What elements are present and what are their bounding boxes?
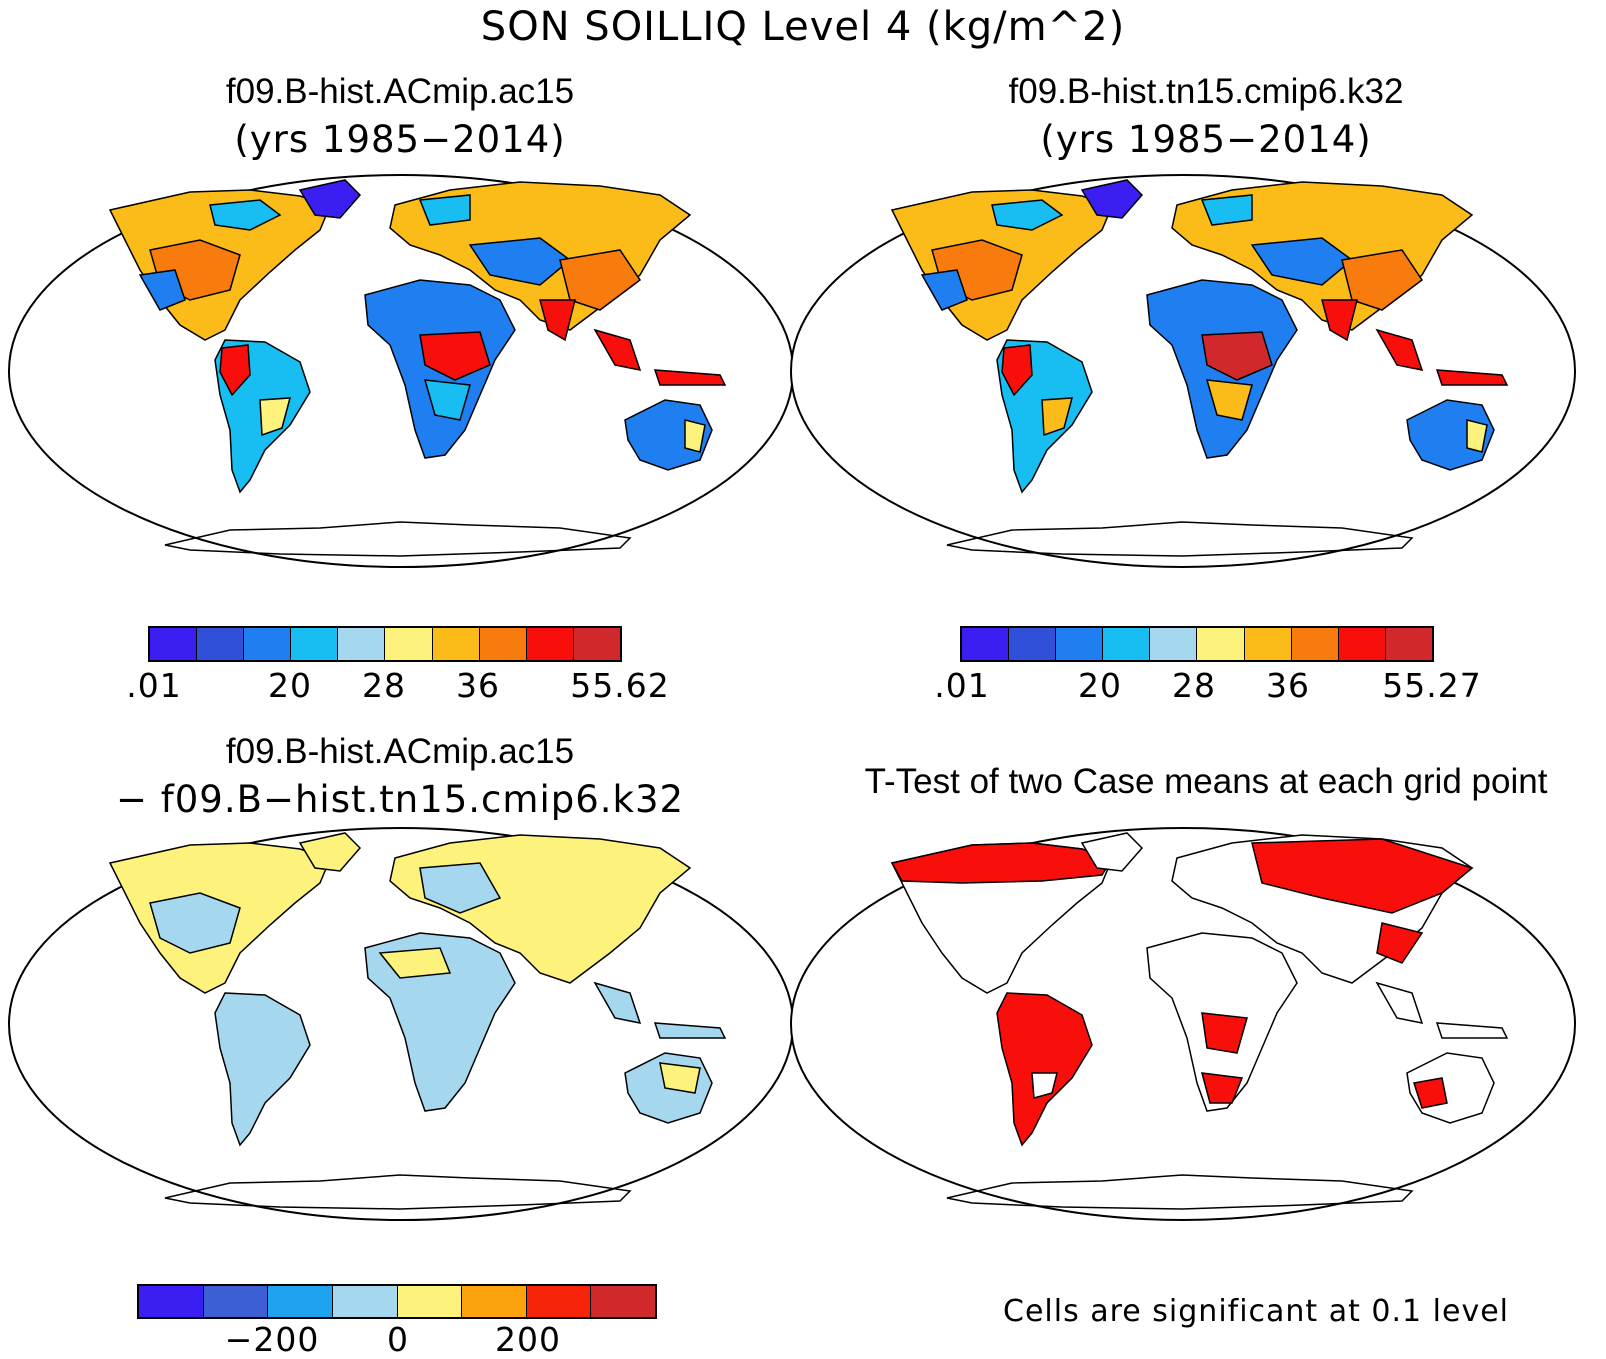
map-panel-bottom-left <box>8 827 794 1221</box>
cb-tr-swatch-9 <box>1385 628 1432 660</box>
cb-tl-swatch-4 <box>338 628 386 660</box>
cb-tr-swatch-4 <box>1150 628 1198 660</box>
cb-bl-swatch-7 <box>591 1286 655 1317</box>
cb-tr-tick-3: 36 <box>1266 666 1310 705</box>
colorbar-top-left <box>148 626 622 662</box>
cb-tr-swatch-3 <box>1103 628 1151 660</box>
land-tl <box>108 179 727 557</box>
cb-tr-swatch-5 <box>1197 628 1245 660</box>
cb-tl-tick-0: .01 <box>126 666 182 705</box>
cb-tl-tick-2: 28 <box>362 666 406 705</box>
land-bl <box>108 832 727 1210</box>
colorbar-bottom-left <box>137 1284 657 1319</box>
cb-tr-swatch-8 <box>1338 628 1386 660</box>
cb-tl-tick-4: 55.62 <box>570 666 670 705</box>
cb-bl-swatch-4 <box>397 1286 463 1317</box>
cb-tl-swatch-9 <box>573 628 620 660</box>
panel-bl-title: f09.B-hist.ACmip.ac15 <box>225 732 575 771</box>
cb-tr-tick-4: 55.27 <box>1382 666 1482 705</box>
cb-tl-swatch-6 <box>432 628 480 660</box>
land-tr <box>890 179 1509 557</box>
cb-bl-tick-0: −200 <box>224 1320 320 1359</box>
cb-tl-swatch-2 <box>244 628 292 660</box>
panel-bl-subtitle: − f09.B−hist.tn15.cmip6.k32 <box>115 778 685 821</box>
cb-tr-tick-2: 28 <box>1172 666 1216 705</box>
panel-br-title: T-Test of two Case means at each grid po… <box>864 762 1548 801</box>
cb-bl-swatch-3 <box>332 1286 398 1317</box>
cb-tl-swatch-7 <box>479 628 527 660</box>
cb-tl-tick-1: 20 <box>268 666 312 705</box>
cb-tl-swatch-1 <box>197 628 245 660</box>
map-panel-top-left <box>8 174 794 568</box>
significance-note: Cells are significant at 0.1 level <box>1003 1294 1510 1329</box>
panel-tr-title: f09.B-hist.tn15.cmip6.k32 <box>1008 72 1404 111</box>
map-panel-bottom-right <box>790 827 1576 1221</box>
panel-tr-subtitle: (yrs 1985−2014) <box>1040 118 1372 161</box>
map-panel-top-right <box>790 174 1576 568</box>
cb-bl-swatch-0 <box>139 1286 204 1317</box>
cb-tl-swatch-8 <box>526 628 574 660</box>
cb-tr-tick-0: .01 <box>934 666 990 705</box>
cb-bl-swatch-2 <box>268 1286 333 1317</box>
colorbar-top-right <box>960 626 1434 662</box>
cb-tr-tick-1: 20 <box>1078 666 1122 705</box>
land-br <box>890 832 1509 1210</box>
cb-tl-swatch-3 <box>291 628 339 660</box>
cb-tr-swatch-0 <box>962 628 1010 660</box>
cb-tr-swatch-6 <box>1244 628 1292 660</box>
cb-bl-tick-1: 0 <box>387 1320 409 1359</box>
cb-bl-swatch-6 <box>526 1286 592 1317</box>
cb-bl-swatch-1 <box>203 1286 269 1317</box>
cb-tr-swatch-1 <box>1009 628 1057 660</box>
panel-tl-subtitle: (yrs 1985−2014) <box>234 118 566 161</box>
figure-title: SON SOILLIQ Level 4 (kg/m^2) <box>480 4 1126 50</box>
panel-tl-title: f09.B-hist.ACmip.ac15 <box>225 72 575 111</box>
cb-bl-swatch-5 <box>462 1286 527 1317</box>
cb-tr-swatch-2 <box>1056 628 1104 660</box>
cb-tr-swatch-7 <box>1291 628 1339 660</box>
cb-tl-tick-3: 36 <box>456 666 500 705</box>
cb-tl-swatch-0 <box>150 628 198 660</box>
cb-bl-tick-2: 200 <box>495 1320 561 1359</box>
cb-tl-swatch-5 <box>385 628 433 660</box>
